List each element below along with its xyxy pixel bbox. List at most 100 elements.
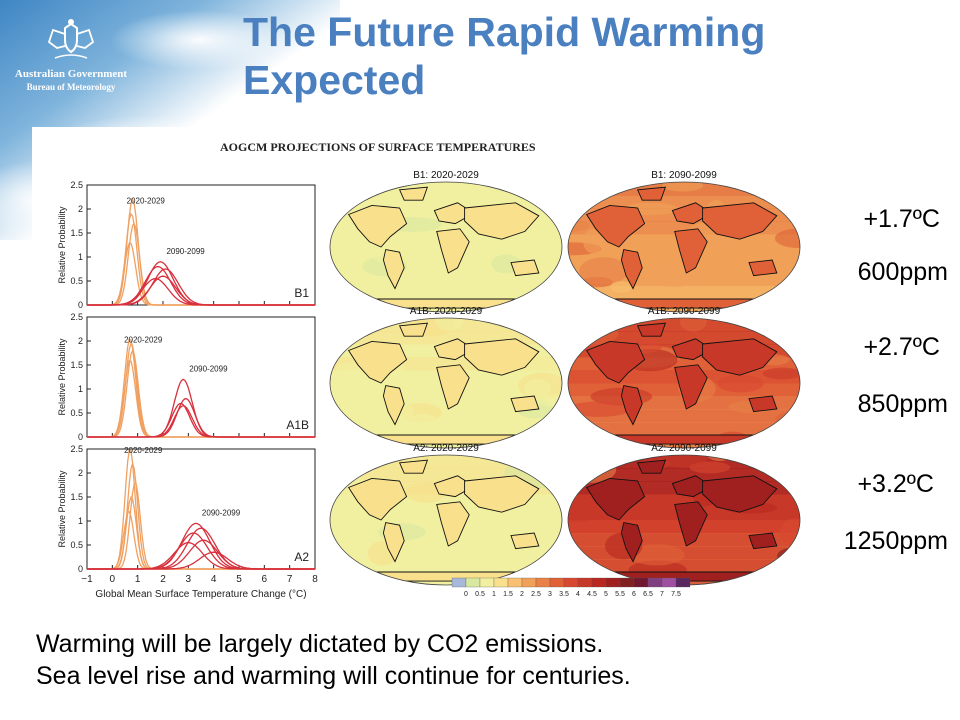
continent-outline <box>510 259 540 277</box>
colorbar-tick-label: 0.5 <box>475 591 485 598</box>
x-tick-label: 4 <box>211 574 217 585</box>
anomaly-patch <box>404 413 440 433</box>
map-border <box>329 454 563 586</box>
y-axis-label: Relative Probability <box>57 206 67 284</box>
continent-outline <box>636 186 667 201</box>
anomaly-patch <box>594 182 619 189</box>
colorbar-tick-label: 6.5 <box>643 591 653 598</box>
colorbar-tick-label: 7 <box>660 591 664 598</box>
coat-of-arms-icon <box>47 19 95 59</box>
continent-outline <box>436 364 470 410</box>
pdf-panel-b1: 0 0.5 1 1.5 2 2.5 Relative Probability B1 2020-2… <box>57 180 316 310</box>
period-label: 2090-2099 <box>189 364 228 373</box>
latitude-band <box>330 286 562 300</box>
continent-outline <box>620 385 643 426</box>
y-tick-label: 1 <box>78 384 83 394</box>
period-label: 2090-2099 <box>166 247 205 256</box>
x-tick-label: −1 <box>81 574 93 585</box>
scenario-label: B1 <box>294 286 309 300</box>
colorbar-swatch <box>465 577 481 588</box>
anomaly-patch <box>330 397 367 426</box>
continent-outline <box>510 395 540 413</box>
anomaly-patch <box>537 457 561 471</box>
footer-text: Warming will be largely dictated by CO2 … <box>36 628 936 692</box>
colorbar-tick-label: 7.5 <box>671 591 681 598</box>
anomaly-patch <box>523 379 552 399</box>
temperature-map: B1: 2090-2099 <box>567 170 801 313</box>
annotation-temp-a2: +3.2ºC <box>857 470 934 498</box>
x-tick-label: 7 <box>287 574 293 585</box>
continent-outline <box>398 322 429 337</box>
continent-outline <box>585 204 646 248</box>
y-tick-label: 1.5 <box>70 360 83 370</box>
continent-outline <box>347 204 408 248</box>
colorbar-swatch <box>535 577 551 588</box>
colorbar-swatch <box>507 577 523 588</box>
y-axis-label: Relative Probability <box>57 338 67 416</box>
colorbar-swatch <box>549 577 565 588</box>
scenario-label: A2 <box>294 550 309 564</box>
x-tick-label: 5 <box>236 574 242 585</box>
y-tick-label: 2 <box>78 468 83 478</box>
colorbar-swatch <box>675 577 691 588</box>
y-tick-label: 0 <box>78 432 83 442</box>
continent-outline <box>382 522 405 563</box>
colorbar-tick-label: 2 <box>520 591 524 598</box>
map-title: B1: 2090-2099 <box>651 170 717 181</box>
y-tick-label: 1.5 <box>70 228 83 238</box>
y-tick-label: 0.5 <box>70 408 83 418</box>
anomaly-patch <box>481 455 507 463</box>
continent-outline <box>620 249 643 290</box>
anomaly-patch <box>570 182 604 194</box>
anomaly-patch <box>330 182 376 197</box>
colorbar-swatch <box>577 577 593 588</box>
temperature-map: A1B: 2020-2029 <box>329 306 563 449</box>
annotation-temp-b1: +1.7ºC <box>863 205 940 233</box>
pdf-curve-2090-2099 <box>87 405 315 438</box>
map-border <box>329 181 563 313</box>
map-title: A1B: 2020-2029 <box>410 306 483 317</box>
pdf-curve-2090-2099 <box>87 277 315 306</box>
continent-outline <box>398 186 429 201</box>
colorbar-swatch <box>451 577 467 588</box>
colorbar-swatch <box>647 577 663 588</box>
temperature-map: B1: 2020-2029 <box>329 170 563 313</box>
x-tick-label: 2 <box>160 574 166 585</box>
continent-outline <box>382 385 405 426</box>
footer-line-1: Warming will be largely dictated by CO2 … <box>36 630 604 658</box>
colorbar-swatch <box>619 577 635 588</box>
continent-outline <box>510 532 540 550</box>
colorbar-tick-label: 6 <box>632 591 636 598</box>
y-tick-label: 2.5 <box>70 180 83 190</box>
map-border <box>567 317 801 449</box>
continent-outline <box>636 459 667 474</box>
figure-heading: AOGCM PROJECTIONS OF SURFACE TEMPERATURE… <box>220 140 536 154</box>
government-logo: Australian Government Bureau of Meteorol… <box>12 18 130 108</box>
temperature-map: A1B: 2090-2099 <box>567 306 801 449</box>
y-tick-label: 1.5 <box>70 492 83 502</box>
annotation-temp-a1b: +2.7ºC <box>863 333 940 361</box>
period-label: 2020-2029 <box>124 446 163 455</box>
x-axis-label: Global Mean Surface Temperature Change (… <box>95 589 306 600</box>
continent-outline <box>674 501 708 547</box>
latitude-band <box>330 273 562 287</box>
aogcm-figure: AOGCM PROJECTIONS OF SURFACE TEMPERATURE… <box>57 140 801 600</box>
x-tick-label: 6 <box>262 574 268 585</box>
cloud <box>200 80 360 140</box>
period-label: 2020-2029 <box>124 336 163 345</box>
map-title: A2: 2090-2099 <box>651 443 717 454</box>
colorbar-tick-label: 5 <box>604 591 608 598</box>
y-axis-label: Relative Probability <box>57 470 67 548</box>
anomaly-patch <box>775 412 800 427</box>
continent-outline <box>585 340 646 384</box>
temperature-map: A2: 2020-2029 <box>329 443 563 586</box>
y-tick-label: 0.5 <box>70 540 83 550</box>
continent-outline <box>636 322 667 337</box>
x-tick-label: 0 <box>110 574 116 585</box>
anomaly-patch <box>568 401 631 417</box>
anomaly-patch <box>784 455 800 465</box>
anomaly-patch <box>716 374 764 393</box>
colorbar-tick-label: 2.5 <box>531 591 541 598</box>
anomaly-patch <box>579 257 629 285</box>
latitude-band <box>330 455 562 469</box>
